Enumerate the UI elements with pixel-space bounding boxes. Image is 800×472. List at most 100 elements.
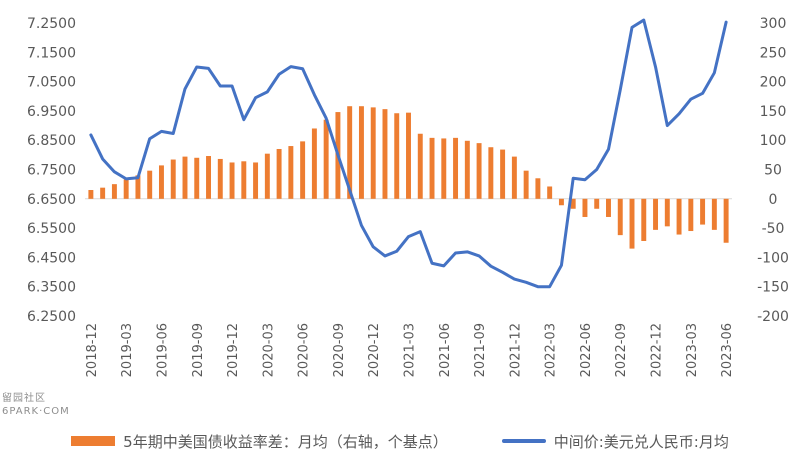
bar-series-yield-spread xyxy=(85,106,732,249)
bar-2023-02 xyxy=(676,198,682,235)
legend-swatch-line xyxy=(501,439,546,443)
bar-2022-11 xyxy=(641,198,647,241)
right-tick-label: 100 xyxy=(760,133,787,149)
right-tick-label: 250 xyxy=(760,45,787,61)
bar-2023-01 xyxy=(664,198,670,227)
bar-2021-05 xyxy=(429,137,435,199)
left-tick-label: 6.4500 xyxy=(27,250,76,266)
bar-2022-07 xyxy=(594,198,600,209)
bar-2021-04 xyxy=(417,133,423,199)
x-tick-label: 2020-03 xyxy=(261,323,276,377)
bar-2023-03 xyxy=(688,198,694,232)
x-tick-label: 2022-03 xyxy=(544,323,559,377)
watermark-url: 6PARK·COM xyxy=(2,406,70,417)
x-tick-label: 2022-09 xyxy=(614,323,629,377)
right-tick-label: -50 xyxy=(762,221,785,237)
bar-2021-02 xyxy=(394,113,400,199)
watermark: 留园社区 6PARK·COM xyxy=(2,392,84,418)
bar-2019-11 xyxy=(217,158,223,199)
bar-2021-09 xyxy=(476,143,482,199)
right-tick-label: 300 xyxy=(760,16,787,32)
bar-2020-11 xyxy=(358,106,364,199)
x-tick-label: 2021-03 xyxy=(403,323,418,377)
bar-2023-06 xyxy=(723,198,729,243)
right-tick-label: -150 xyxy=(757,280,789,296)
right-tick-label: 150 xyxy=(760,104,787,120)
right-tick-label: 50 xyxy=(764,163,782,179)
bar-2021-12 xyxy=(511,156,517,199)
bar-2020-07 xyxy=(311,128,317,199)
right-tick-label: 200 xyxy=(760,75,787,91)
bar-2019-06 xyxy=(158,165,164,199)
bar-2023-04 xyxy=(700,198,706,225)
bar-2020-02 xyxy=(253,162,259,199)
bar-2022-06 xyxy=(582,198,588,217)
x-tick-label: 2020-09 xyxy=(332,323,347,377)
bar-2022-10 xyxy=(629,198,635,249)
legend-swatch-bar xyxy=(71,436,116,446)
bar-2022-08 xyxy=(606,198,611,217)
bar-2022-04 xyxy=(558,198,564,206)
left-tick-label: 6.6500 xyxy=(27,192,76,208)
bar-2021-01 xyxy=(382,109,388,199)
legend-item-line: 中间价:美元兑人民币:月均 xyxy=(501,431,729,452)
x-tick-label: 2018-12 xyxy=(85,323,100,377)
right-tick-label: -200 xyxy=(757,309,789,325)
x-tick-label: 2023-03 xyxy=(685,323,700,377)
bar-2020-05 xyxy=(288,146,294,199)
left-tick-label: 6.7500 xyxy=(27,163,76,179)
x-tick-label: 2020-12 xyxy=(367,323,382,377)
left-tick-label: 7.0500 xyxy=(27,75,76,91)
x-tick-label: 2019-06 xyxy=(156,323,171,377)
bar-2020-10 xyxy=(347,106,353,199)
left-axis: 6.2500 6.3500 6.4500 6.5500 6.6500 6.7500 6.85… xyxy=(27,16,76,325)
right-axis: -200 -150 -100 -50 0 50 100 150 200 250 300 xyxy=(757,16,789,325)
right-tick-label: 0 xyxy=(769,192,778,208)
bar-2019-09 xyxy=(194,157,200,199)
legend-label-line: 中间价:美元兑人民币:月均 xyxy=(553,432,729,451)
bar-2020-08 xyxy=(323,119,329,199)
left-tick-label: 6.5500 xyxy=(27,221,76,237)
legend-label-bars: 5年期中美国债收益率差：月均（右轴，个基点） xyxy=(123,432,448,451)
x-tick-label: 2022-06 xyxy=(579,323,594,377)
x-tick-label: 2021-06 xyxy=(438,323,453,377)
bar-2021-10 xyxy=(488,147,494,199)
bar-2022-05 xyxy=(570,198,576,209)
bar-2019-08 xyxy=(182,156,188,199)
bar-2020-04 xyxy=(276,148,282,199)
x-axis: 2018-12 2019-03 2019-06 2019-09 2019-12 2020-… xyxy=(85,323,735,377)
bar-2020-01 xyxy=(241,161,247,199)
bar-2020-06 xyxy=(300,141,306,199)
bar-2021-06 xyxy=(441,138,447,199)
bar-2022-02 xyxy=(535,178,541,199)
bar-2023-05 xyxy=(711,198,717,230)
bar-2018-12 xyxy=(88,190,94,199)
left-tick-label: 6.8500 xyxy=(27,133,76,149)
bar-2021-11 xyxy=(500,149,506,199)
bar-2019-02 xyxy=(111,184,117,199)
bar-2021-07 xyxy=(453,137,459,199)
bar-2019-07 xyxy=(170,159,176,199)
bar-2019-12 xyxy=(229,162,235,199)
bar-2022-12 xyxy=(653,198,659,230)
bar-2022-01 xyxy=(523,170,529,199)
left-tick-label: 6.9500 xyxy=(27,104,76,120)
left-tick-label: 7.1500 xyxy=(27,45,76,61)
bar-2021-08 xyxy=(464,140,470,199)
x-tick-label: 2019-12 xyxy=(226,323,241,377)
bar-2019-10 xyxy=(206,156,211,199)
x-tick-label: 2021-12 xyxy=(508,323,523,377)
bar-2022-09 xyxy=(617,198,623,236)
bar-2019-03 xyxy=(123,179,129,199)
x-tick-label: 2019-03 xyxy=(120,323,135,377)
bar-2022-03 xyxy=(547,186,553,199)
watermark-text: 留园社区 xyxy=(2,393,46,404)
bar-2019-05 xyxy=(147,170,153,199)
x-tick-label: 2022-12 xyxy=(650,323,665,377)
bar-2019-04 xyxy=(135,175,141,199)
x-tick-label: 2019-09 xyxy=(191,323,206,377)
x-tick-label: 2020-06 xyxy=(297,323,312,377)
line-series-usdcny xyxy=(89,18,728,289)
left-tick-label: 7.2500 xyxy=(27,16,76,32)
